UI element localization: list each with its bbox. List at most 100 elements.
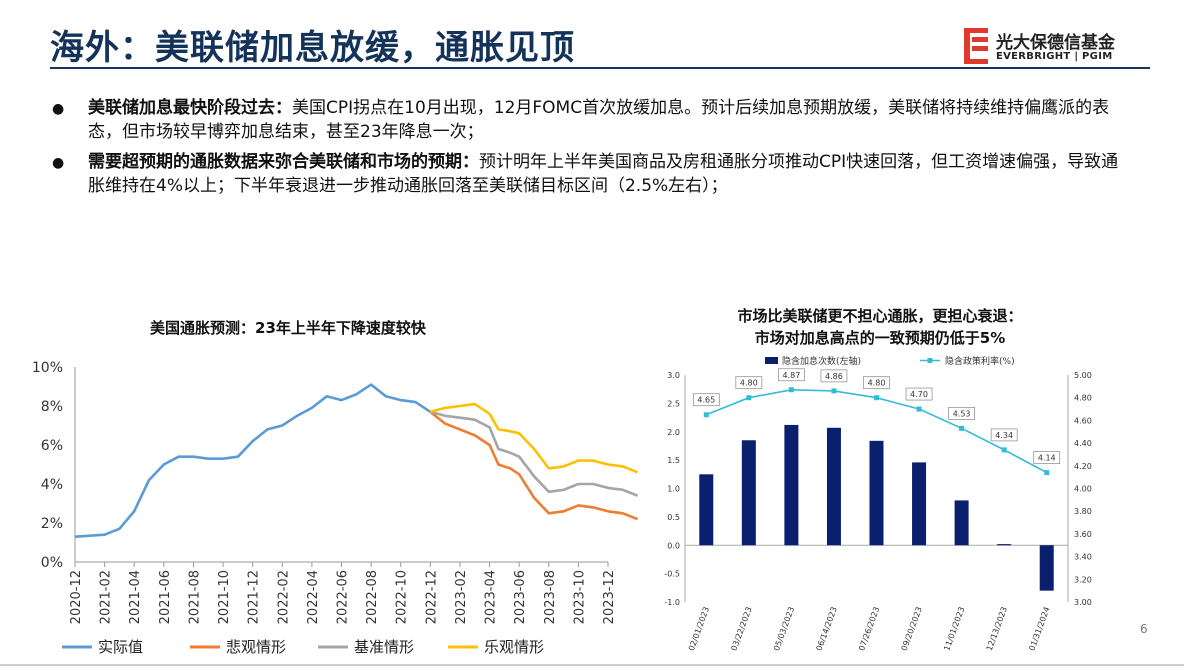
data-label: 4.53: [953, 409, 971, 418]
y-tick-label: 6%: [41, 438, 63, 454]
data-label-box: [778, 368, 805, 382]
legend-label: 乐观情形: [484, 638, 544, 655]
x-tick-label: 2023-02: [454, 570, 469, 624]
series-line: [74, 383, 432, 538]
legend-label: 悲观情形: [226, 638, 286, 655]
fed-expectation-chart: -1.0 -0.5 0.0 0.5 1.0 1.5 2.0 2.5 3.0 3.00 3.20 3.4…: [664, 355, 1092, 652]
left-tick-label: 1.0: [667, 485, 680, 494]
x-tick-label: 2021-10: [217, 570, 232, 624]
rate-marker: [1044, 470, 1050, 476]
data-label-box: [820, 369, 848, 383]
x-tick-label: 2021-12: [247, 570, 262, 624]
left-tick-label: 1.5: [667, 456, 680, 465]
bullet-heading: 美联储加息最快阶段过去：: [88, 98, 292, 118]
data-label-box: [1033, 451, 1061, 464]
x-tick-label: 2022-08: [365, 570, 380, 624]
bullet-dot-icon: ●: [52, 155, 65, 171]
logo-mark-icon: [964, 28, 988, 64]
bar: [912, 462, 927, 546]
bullet-text: 预计明年上半年美国商品及房租通胀分项推动CPI快速回落，但工资增速偏强，导致通胀…: [88, 152, 1119, 196]
x-tick-label: 2023-06: [513, 570, 528, 624]
right-tick-label: 3.60: [1074, 530, 1092, 539]
data-label-box: [863, 376, 890, 390]
x-tick-label: 2021-06: [158, 570, 173, 624]
fed-chart-title-line1: 市场比美联储更不担心通胀，更担心衰退：: [737, 307, 1023, 325]
data-label: 4.34: [995, 431, 1013, 440]
x-tick-label: 11/01/2023: [942, 606, 966, 652]
bullet-text: 美国CPI拐点在10月出现，12月FOMC首次放缓加息。预计后续加息预期放缓，美…: [88, 98, 1110, 142]
left-tick-label: 0.0: [667, 541, 680, 550]
data-label: 4.65: [697, 396, 715, 405]
page-number: 6: [1140, 622, 1148, 636]
y-tick-label: 10%: [32, 360, 63, 376]
legend-swatch: [765, 357, 778, 364]
right-tick-label: 4.40: [1074, 439, 1092, 448]
bar: [826, 427, 841, 546]
bar: [741, 440, 756, 546]
data-label-box: [948, 406, 975, 420]
series-line: [429, 410, 639, 521]
legend-label: 隐含政策利率(%): [945, 355, 1015, 367]
x-tick-label: 02/01/2023: [687, 606, 711, 652]
title-divider: [50, 67, 1150, 69]
x-tick-label: 09/20/2023: [900, 606, 924, 652]
fed-chart-title: 市场比美联储更不担心通胀，更担心衰退： 市场对加息高点的一致预期仍低于5%: [690, 305, 1070, 349]
data-label-box: [692, 393, 720, 407]
right-tick-label: 4.20: [1074, 462, 1092, 471]
x-tick-label: 2022-04: [306, 570, 321, 624]
bullet-list: ● 美联储加息最快阶段过去：美国CPI拐点在10月出现，12月FOMC首次放缓加…: [50, 96, 1130, 204]
bar: [954, 500, 969, 546]
logo-text-cn: 光大保德信基金: [996, 33, 1115, 53]
legend-label: 隐含加息次数(左轴): [782, 355, 861, 367]
rate-marker: [874, 395, 879, 401]
x-tick-label: 2020-12: [69, 570, 84, 624]
x-tick-label: 2022-12: [424, 570, 439, 624]
series-line: [429, 402, 639, 474]
x-tick-label: 01/31/2024: [1027, 606, 1051, 652]
y-tick-label: 0%: [41, 555, 63, 571]
bullet-heading: 需要超预期的通胀数据来弥合美联储和市场的预期：: [88, 152, 479, 172]
left-tick-label: 2.5: [667, 399, 680, 408]
page-title: 海外：美联储加息放缓，通胀见顶: [50, 28, 575, 68]
y-tick-label: 4%: [41, 477, 63, 493]
x-tick-label: 2023-08: [543, 570, 558, 624]
inflation-forecast-chart: 0% 2% 4% 6% 8% 10% 2020-12 2021-02 2021-04 2021-0…: [32, 360, 639, 655]
right-tick-label: 4.60: [1074, 416, 1092, 425]
legend-label: 实际值: [98, 638, 143, 655]
data-label: 4.70: [910, 390, 928, 399]
bottom-divider: [0, 664, 1184, 666]
data-label: 4.86: [825, 372, 843, 381]
bar: [869, 440, 884, 546]
right-tick-label: 3.40: [1074, 553, 1092, 562]
rate-marker: [788, 387, 794, 393]
data-label: 4.14: [1038, 454, 1056, 463]
data-label: 4.80: [740, 379, 758, 388]
x-tick-label: 2022-10: [395, 570, 410, 624]
x-tick-label: 2023-04: [484, 570, 499, 624]
logo-text-en: EVERBRIGHT | PGIM: [996, 51, 1113, 62]
right-tick-label: 3.00: [1074, 598, 1092, 607]
data-label-box: [905, 387, 933, 401]
bullet-dot-icon: ●: [52, 101, 65, 117]
rate-marker: [831, 388, 837, 394]
left-tick-label: -1.0: [664, 598, 680, 607]
x-tick-label: 2021-08: [187, 570, 202, 624]
inflation-chart-title: 美国通胀预测：23年上半年下降速度较快: [150, 319, 426, 337]
data-label: 4.80: [868, 379, 886, 388]
x-tick-label: 2021-04: [128, 570, 143, 624]
rate-marker: [746, 395, 752, 401]
company-logo: 光大保德信基金 EVERBRIGHT | PGIM: [960, 26, 1150, 66]
x-tick-label: 2023-10: [572, 570, 587, 624]
bar: [784, 424, 799, 546]
data-label: 4.87: [782, 371, 800, 380]
right-tick-label: 4.00: [1074, 485, 1092, 494]
data-label-box: [735, 376, 763, 390]
x-tick-label: 12/13/2023: [985, 606, 1009, 652]
left-tick-label: 2.0: [667, 428, 680, 437]
x-tick-label: 2023-12: [602, 570, 617, 624]
right-tick-label: 3.80: [1074, 507, 1092, 516]
x-tick-label: 05/03/2023: [772, 606, 796, 652]
bar: [699, 474, 714, 546]
bar: [1039, 545, 1054, 591]
